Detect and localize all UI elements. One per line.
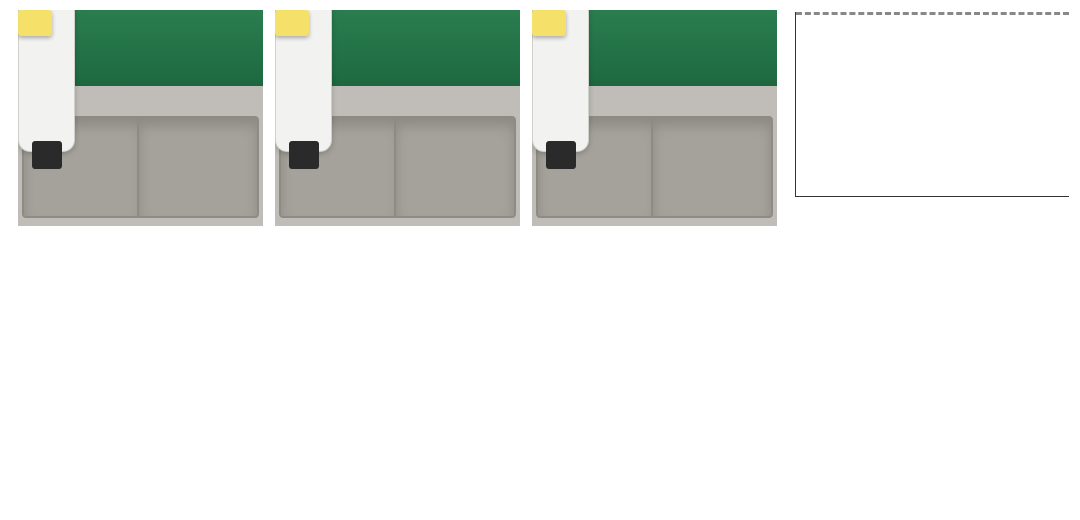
photo-panel-3 <box>532 10 777 226</box>
photo-panel-2 <box>275 10 520 226</box>
gripper <box>32 141 62 169</box>
figure-row <box>18 10 1062 240</box>
photo-panel-1 <box>18 10 263 226</box>
figure-caption <box>18 257 1062 280</box>
chart-panel <box>789 10 1069 240</box>
x-ticks <box>825 197 1069 199</box>
sponge-object <box>18 10 52 36</box>
gripper <box>289 141 319 169</box>
sponge-object <box>275 10 309 36</box>
chart-svg <box>796 12 1069 196</box>
right-tray <box>394 116 516 218</box>
right-tray <box>651 116 773 218</box>
right-tray <box>137 116 259 218</box>
sponge-object <box>532 10 566 36</box>
gripper <box>546 141 576 169</box>
plot-area <box>795 12 1069 197</box>
human-baseline-line <box>796 12 1069 15</box>
